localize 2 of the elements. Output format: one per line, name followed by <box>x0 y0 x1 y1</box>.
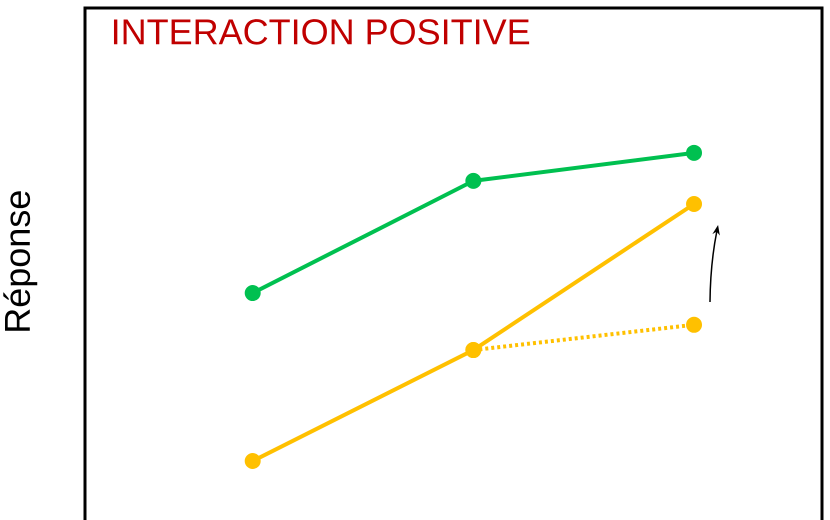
chart-title: INTERACTION POSITIVE <box>114 19 530 45</box>
y-axis-title: Réponse <box>3 191 38 331</box>
